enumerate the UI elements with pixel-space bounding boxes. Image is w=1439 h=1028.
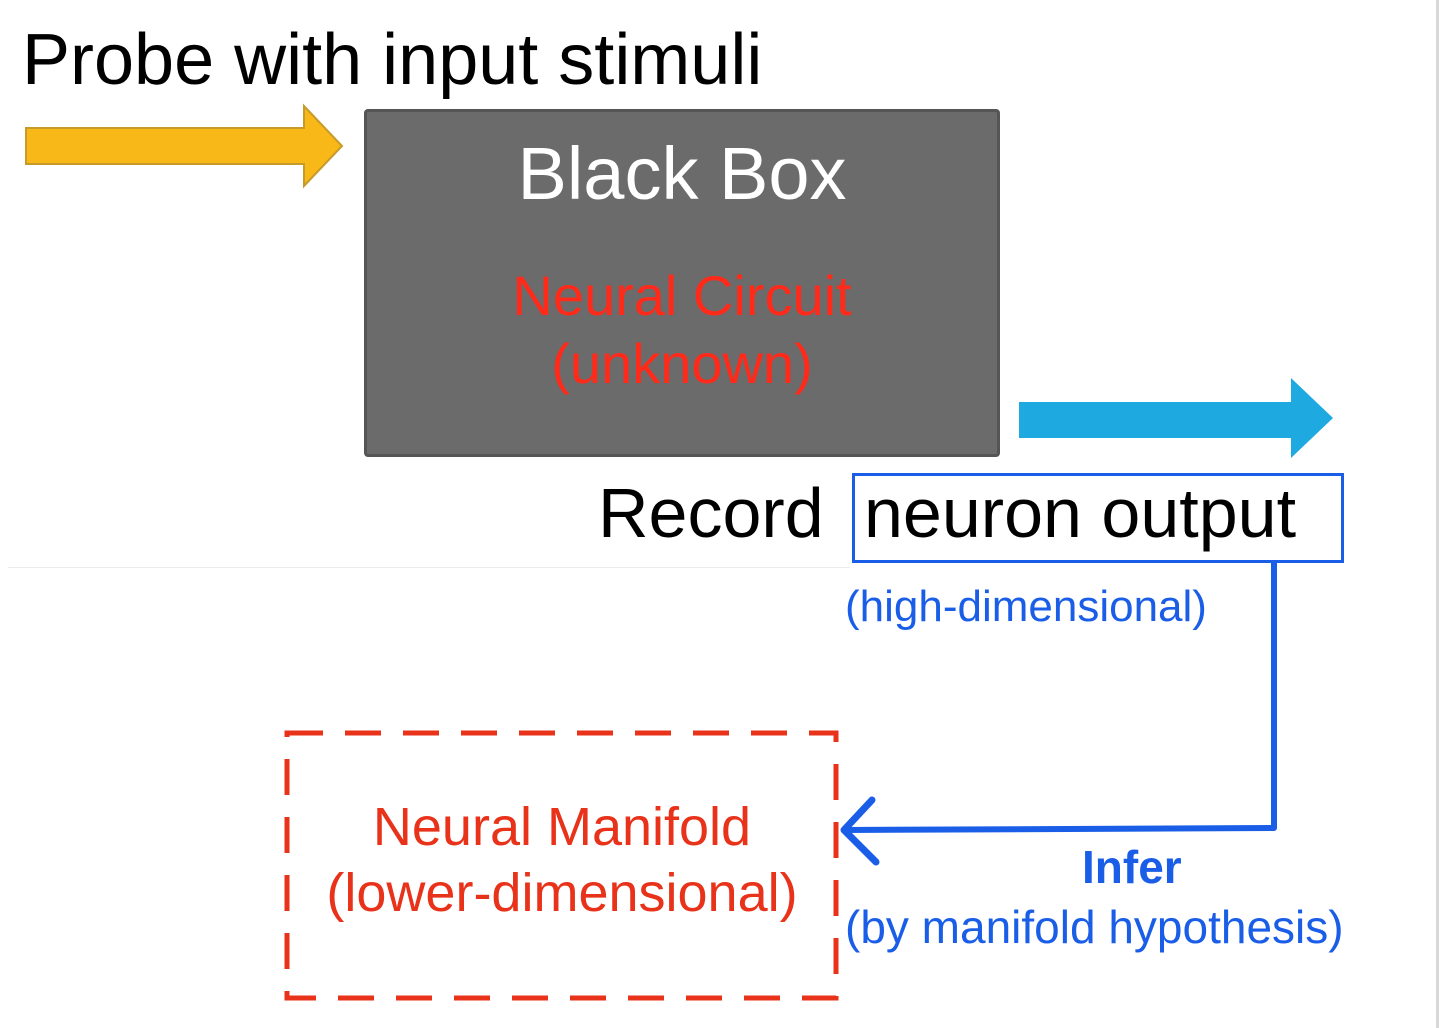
input-arrow-icon [25, 103, 344, 189]
black-box: Black Box Neural Circuit (unknown) [364, 109, 1000, 457]
neural-manifold-line: Neural Manifold [372, 797, 752, 857]
divider-line [8, 567, 850, 568]
black-box-title: Black Box [517, 132, 847, 215]
probe-title: Probe with input stimuli [22, 20, 763, 100]
neural-manifold-note: (lower-dimensional) [326, 863, 798, 923]
right-edge-line [1436, 0, 1439, 1028]
neural-circuit-line: Neural Circuit [512, 264, 852, 327]
neuron-output-label: neuron output [864, 474, 1297, 552]
neural-circuit-note: (unknown) [551, 332, 813, 395]
record-label: Record [598, 474, 824, 552]
neural-circuit-label: Neural Circuit (unknown) [367, 262, 997, 398]
manifold-hypothesis-note: (by manifold hypothesis) [845, 901, 1344, 953]
output-arrow-icon [1019, 378, 1333, 458]
neuron-output-highlight-box [852, 473, 1344, 563]
neural-manifold-label: Neural Manifold (lower-dimensional) [288, 794, 836, 926]
infer-label: Infer [1082, 841, 1182, 893]
high-dimensional-note: (high-dimensional) [845, 582, 1207, 631]
